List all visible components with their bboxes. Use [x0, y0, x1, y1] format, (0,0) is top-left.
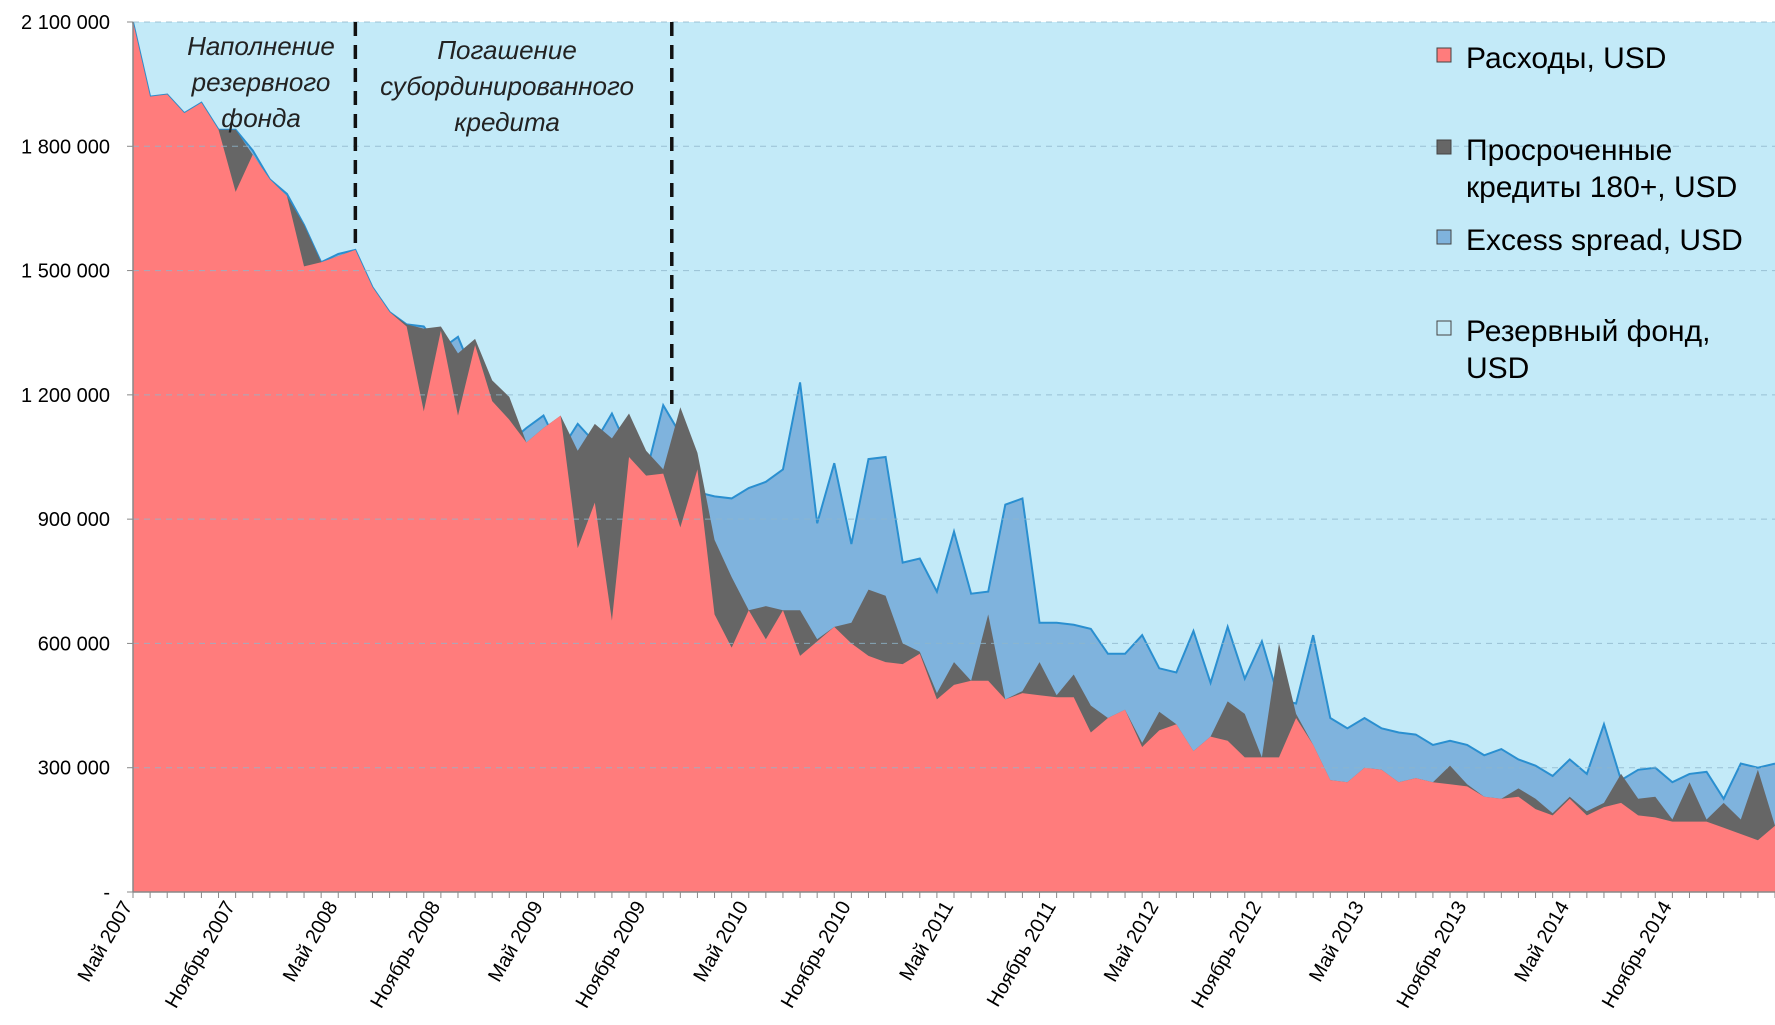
- x-tick-label: Ноябрь 2011: [983, 898, 1061, 1011]
- annotations: Наполнение резервного фонда Погашение суборд…: [187, 22, 674, 405]
- legend-swatch: [1436, 229, 1452, 245]
- x-tick-label: Май 2013: [1305, 898, 1369, 986]
- y-tick-label: 300 000: [38, 758, 110, 780]
- legend-label-line: USD: [1466, 352, 1529, 385]
- legend-label-line: кредиты 180+, USD: [1466, 171, 1737, 204]
- y-tick-label: 1 800 000: [21, 136, 110, 158]
- x-tick-label: Ноябрь 2014: [1598, 898, 1677, 1012]
- legend-swatch: [1436, 139, 1452, 155]
- x-tick-label: Май 2010: [689, 898, 753, 986]
- y-tick-label: 1 500 000: [21, 261, 110, 283]
- x-tick-label: Май 2009: [484, 898, 548, 986]
- legend-label-line: Расходы, USD: [1466, 42, 1666, 75]
- y-axis-ticks: - 300 000 600 000 900 000 1 200 000 1 500 000…: [21, 12, 133, 904]
- x-tick-label: Ноябрь 2008: [366, 898, 445, 1012]
- legend-label: Резервный фонд, USD: [1466, 315, 1710, 385]
- x-tick-label: Май 2007: [74, 898, 138, 986]
- x-tick-label: Май 2008: [279, 898, 343, 986]
- annotation-text: фонда: [221, 103, 301, 133]
- x-tick-label: Ноябрь 2012: [1187, 898, 1266, 1012]
- x-tick-label: Май 2011: [895, 898, 958, 985]
- annotation-text: субординированного: [380, 71, 634, 101]
- x-tick-label: Ноябрь 2013: [1393, 898, 1472, 1012]
- legend-label-line: Excess spread, USD: [1466, 224, 1743, 257]
- legend: Расходы, USD Просроченные кредиты 180+, US…: [1436, 42, 1743, 385]
- legend-swatch: [1436, 47, 1452, 63]
- y-tick-label: 900 000: [38, 509, 110, 531]
- x-axis-ticks: Май 2007 Ноябрь 2007 Май 2008 Ноябрь 2008 Ма…: [74, 898, 1677, 1012]
- gridlines: [133, 21, 1775, 769]
- annotation-text: Наполнение: [187, 31, 335, 61]
- area-series-0: [133, 22, 1775, 892]
- y-tick-label: 1 200 000: [21, 385, 110, 407]
- y-tick-label: 2 100 000: [21, 12, 110, 34]
- axes: [132, 22, 1775, 898]
- y-tick-label: 600 000: [38, 633, 110, 655]
- chart-areas: [132, 21, 1775, 892]
- annotation-text: кредита: [454, 107, 560, 137]
- x-tick-label: Май 2012: [1100, 898, 1164, 986]
- x-tick-label: Май 2014: [1510, 898, 1574, 986]
- legend-label-line: Просроченные: [1466, 134, 1672, 167]
- y-tick-label: -: [103, 882, 110, 904]
- legend-label-line: Резервный фонд,: [1466, 315, 1710, 348]
- legend-label: Расходы, USD: [1466, 42, 1666, 75]
- x-tick-label: Ноябрь 2010: [777, 898, 856, 1012]
- legend-label: Excess spread, USD: [1466, 224, 1743, 257]
- legend-label: Просроченные кредиты 180+, USD: [1466, 134, 1737, 204]
- x-tick-label: Ноябрь 2007: [161, 898, 240, 1012]
- x-tick-label: Ноябрь 2009: [572, 898, 651, 1012]
- legend-swatch: [1436, 320, 1452, 336]
- annotation-text: Погашение: [437, 35, 577, 65]
- annotation-text: резервного: [191, 67, 331, 97]
